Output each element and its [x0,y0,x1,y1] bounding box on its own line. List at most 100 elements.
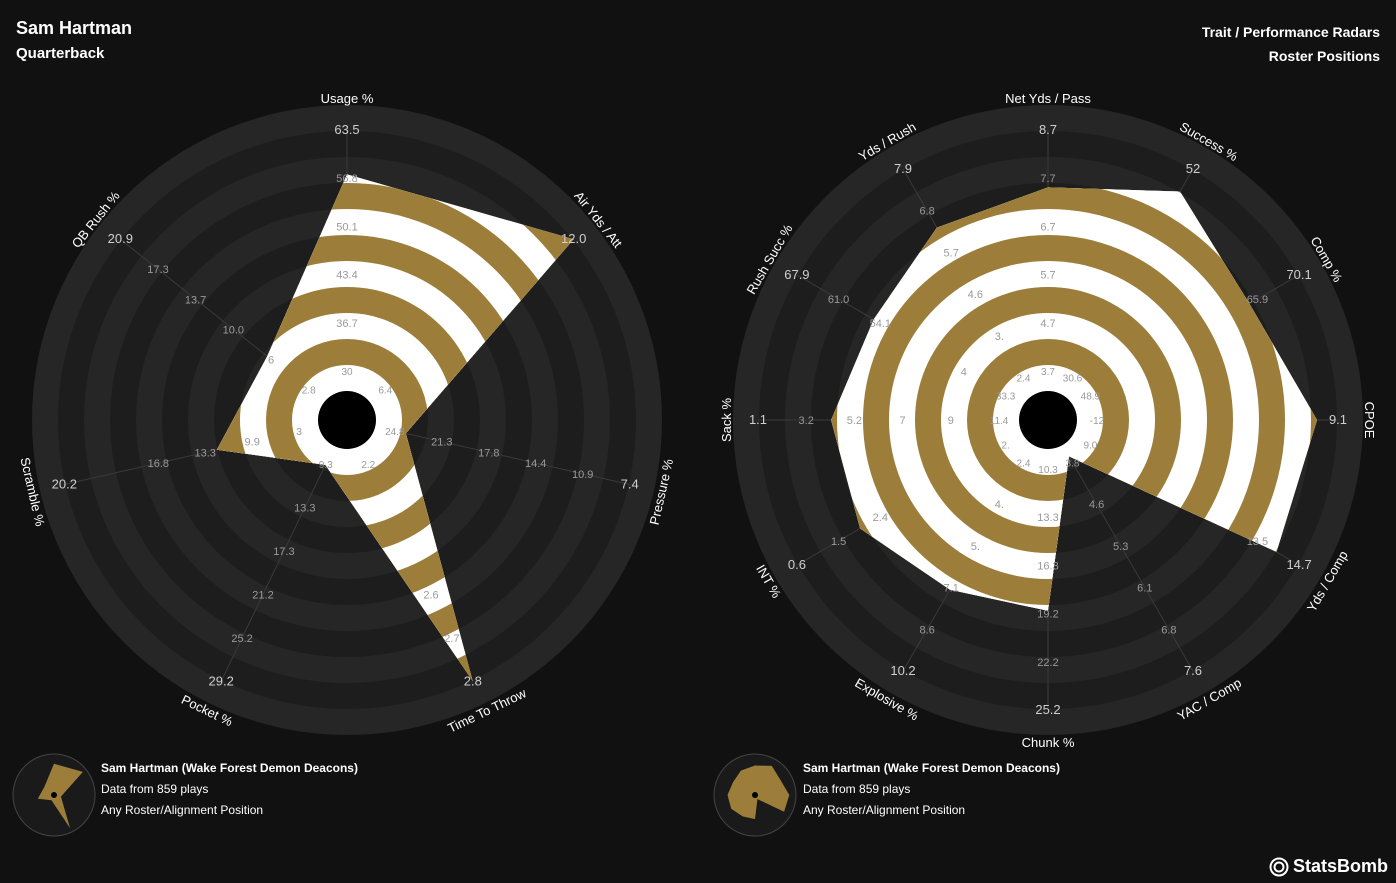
axis-label: Chunk % [1022,735,1075,750]
tick-label: 2.2 [361,460,375,471]
legend-glyph-shape [727,765,790,820]
radar-center [318,391,376,449]
legend-plays: Data from 859 plays [101,782,209,796]
tick-label: 17.3 [147,264,168,276]
axis-spoke [220,445,335,682]
tick-label: 9.3 [319,460,333,471]
tick-label: 9.1 [1329,412,1347,427]
tick-label: 17.3 [273,546,294,558]
tick-label: 1.1 [749,412,767,427]
tick-label: 7.4 [621,477,639,492]
axis-spoke [375,426,630,485]
tick-label: 2.4 [1017,374,1031,385]
tick-label: 52 [1186,161,1200,176]
tick-label: 24.8 [385,427,405,438]
tick-label: 13.3 [1037,512,1058,524]
tick-label: 4.6 [1089,499,1104,511]
tick-label: 56.8 [336,173,357,185]
tick-label: 2.8 [302,385,316,396]
axis-label: CPOE [1362,402,1377,439]
tick-label: 3 [296,427,302,438]
tick-label: 20.9 [108,231,133,246]
radar-subtitle: Roster Positions [1268,48,1380,64]
legend-position: Any Roster/Alignment Position [101,803,264,817]
tick-label: 25.2 [231,633,252,645]
tick-label: 5.2 [847,415,862,427]
tick-label: 19.2 [1037,609,1058,621]
tick-label: 9.0 [1083,441,1097,452]
tick-label: 7.7 [1040,173,1055,185]
tick-label: 63.5 [334,122,359,137]
tick-label: 13.5 [1247,536,1268,548]
legend-position: Any Roster/Alignment Position [803,803,966,817]
tick-label: 8.6 [919,624,934,636]
tick-label: -12 [1090,416,1105,427]
tick-label: 0.6 [788,557,806,572]
tick-label: 4.7 [1040,318,1055,330]
legend-glyph [713,753,797,837]
radar-title: Trait / Performance Radars [1201,24,1380,40]
tick-label: 30 [341,367,353,378]
axis-label: Usage % [321,91,374,106]
tick-label: 1.5 [831,536,846,548]
tick-label: 14.7 [1286,557,1311,572]
tick-label: 5.7 [1040,270,1055,282]
tick-label: 6.4 [378,385,392,396]
tick-label: 21.2 [252,589,273,601]
tick-label: 5.7 [944,247,959,259]
tick-label: 25.2 [1035,702,1060,717]
tick-label: 65.9 [1247,294,1268,306]
tick-label: 2.6 [423,589,438,601]
tick-label: 10.3 [1038,465,1058,476]
tick-label: 7 [900,415,906,427]
tick-label: 7.1 [944,583,959,595]
tick-label: 10.9 [572,469,593,481]
tick-label: 5. [971,541,980,553]
tick-label: 50.1 [336,221,357,233]
tick-label: 6.1 [1137,583,1152,595]
statsbomb-logo: StatsBomb [1269,856,1388,877]
tick-label: 16.8 [148,458,169,470]
tick-label: 21.3 [431,437,452,449]
tick-label: 54.1 [870,318,891,330]
tick-label: 43.4 [336,270,357,282]
tick-label: 67.9 [784,267,809,282]
tick-label: 48.9 [1081,392,1101,403]
tick-label: 10.2 [890,663,915,678]
tick-label: 4. [995,499,1004,511]
legend-glyph-center [51,792,57,798]
tick-label: 5.3 [1113,541,1128,553]
tick-label: 6.7 [1040,221,1055,233]
legend-plays: Data from 859 plays [803,782,911,796]
tick-label: 7.6 [1184,663,1202,678]
axis-label: Net Yds / Pass [1005,91,1091,106]
tick-label: 2.7 [444,633,459,645]
tick-label: 13.3 [194,447,215,459]
player-name: Sam Hartman [16,18,133,38]
tick-label: 16.3 [1037,560,1058,572]
tick-label: 20.2 [52,477,77,492]
tick-label: 70.1 [1286,267,1311,282]
tick-label: 30.6 [1063,374,1083,385]
tick-label: 13.7 [185,294,206,306]
tick-label: 2.4 [873,512,888,524]
tick-label: 33.3 [996,392,1016,403]
tick-label: 2. [1001,441,1009,452]
tick-label: 9.9 [245,437,260,449]
tick-label: 6 [268,354,274,366]
legend-glyph [12,753,96,837]
player-position: Quarterback [16,45,105,62]
tick-label: 9 [948,415,954,427]
tick-label: 13.3 [294,503,315,515]
tick-label: 3.8 [1066,458,1080,469]
tick-label: 4 [961,366,967,378]
tick-label: 3. [995,331,1004,343]
tick-label: 4.6 [968,289,983,301]
legend-info-right: Sam Hartman (Wake Forest Demon Deacons) … [803,758,1060,821]
axis-label: Sack % [719,398,734,443]
tick-label: 36.7 [336,318,357,330]
brand-name: StatsBomb [1292,856,1388,876]
